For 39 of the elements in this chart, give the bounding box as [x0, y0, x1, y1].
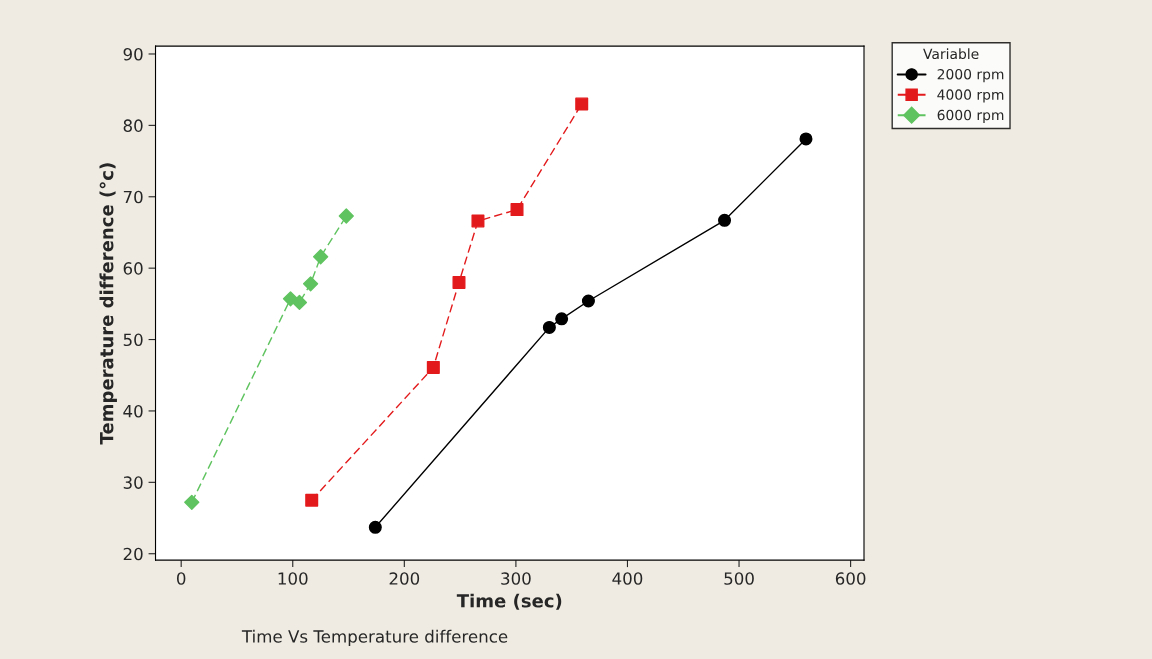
x-tick-label: 200 [389, 572, 420, 585]
point [426, 360, 440, 374]
point [338, 208, 354, 224]
point [302, 276, 319, 292]
x-tick-label: 500 [724, 572, 754, 585]
point [542, 320, 556, 334]
legend-label: 6000 rpm [937, 109, 1004, 123]
y-tick-label: 90 [123, 47, 143, 61]
y-tick-label: 30 [123, 476, 143, 489]
y-tick-label: 50 [123, 333, 143, 347]
point [575, 97, 589, 111]
y-tick-label: 80 [123, 119, 143, 132]
x-tick-label: 100 [278, 572, 308, 585]
y-tick-label: 70 [123, 190, 143, 204]
x-tick-label: 400 [612, 572, 643, 585]
y-tick-label: 60 [123, 262, 143, 275]
x-axis-title: Time (sec) [456, 593, 562, 610]
point [555, 312, 569, 326]
text: Time Vs Temperature difference [241, 629, 508, 646]
point [313, 249, 329, 265]
x-tick-label: 300 [501, 572, 531, 585]
point [452, 275, 466, 289]
point [510, 203, 524, 217]
point [368, 520, 382, 534]
y-tick-label: 20 [123, 547, 143, 561]
legend-label: 4000 rpm [937, 89, 1004, 103]
legend-title: Variable [923, 48, 979, 60]
point [799, 132, 813, 146]
point [581, 294, 595, 308]
point [718, 213, 732, 227]
x-tick-label: 0 [176, 572, 186, 585]
y-tick-label: 40 [123, 404, 143, 418]
point [291, 294, 308, 311]
point [305, 493, 319, 507]
legend-label: 2000 rpm [937, 68, 1004, 83]
point [184, 494, 200, 510]
y-axis-title: Temperature difference (°c) [99, 163, 117, 445]
x-tick-label: 600 [835, 572, 866, 585]
point [471, 214, 485, 228]
